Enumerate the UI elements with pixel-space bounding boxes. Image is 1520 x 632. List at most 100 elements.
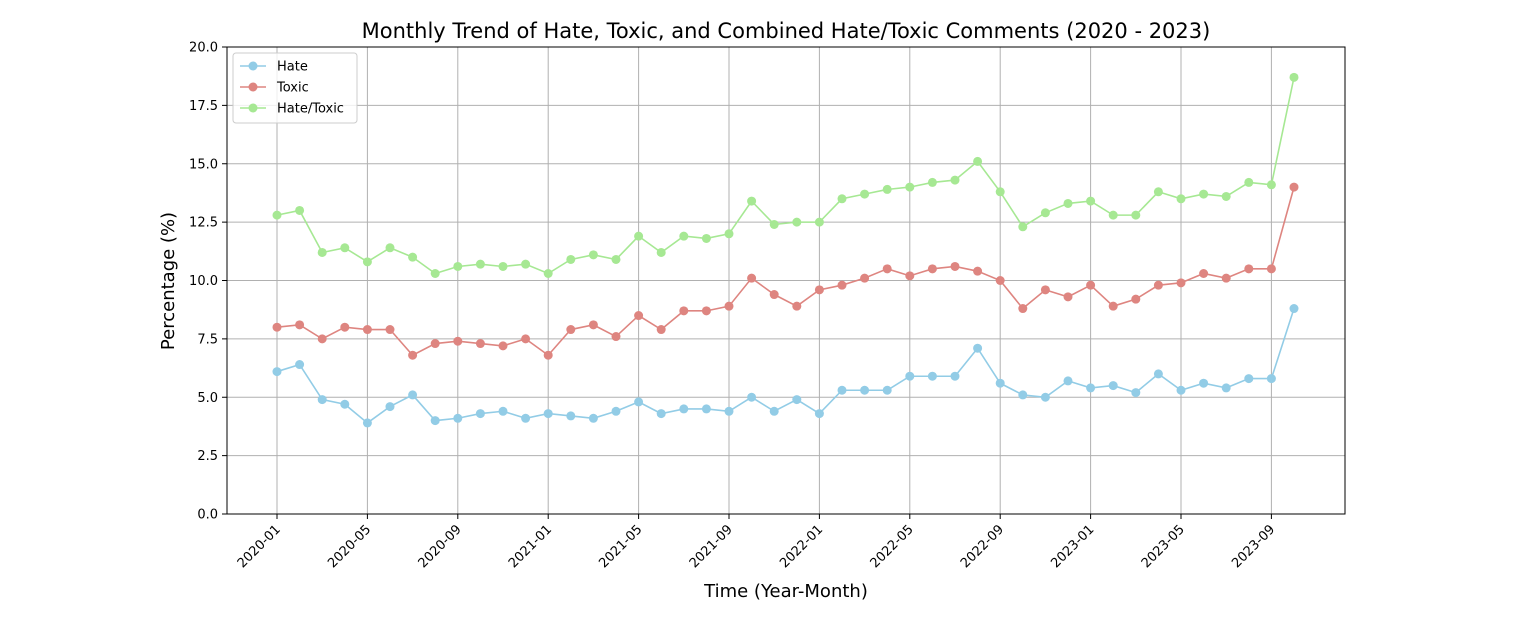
legend-marker-hate xyxy=(248,61,258,71)
data-point-hate xyxy=(340,399,350,409)
y-tick-label: 17.5 xyxy=(189,99,218,114)
data-point-toxic xyxy=(430,339,440,349)
data-point-hate xyxy=(1108,381,1118,391)
x-tick-label: 2022-09 xyxy=(958,522,1007,571)
series-line-toxic xyxy=(276,186,1295,357)
data-point-hate-toxic xyxy=(1289,72,1299,82)
data-point-hate xyxy=(814,409,824,419)
data-point-hate xyxy=(1086,383,1096,393)
y-tick-label: 20.0 xyxy=(189,41,218,56)
data-point-hate-toxic xyxy=(1244,177,1254,187)
data-point-toxic xyxy=(973,266,983,276)
data-point-hate xyxy=(973,343,983,353)
data-point-hate xyxy=(611,406,621,416)
data-point-toxic xyxy=(634,311,644,321)
data-point-toxic xyxy=(362,325,372,335)
data-point-hate-toxic xyxy=(679,231,689,241)
data-point-hate xyxy=(882,385,892,395)
data-point-toxic xyxy=(498,341,508,351)
data-point-hate xyxy=(701,404,711,414)
series-layer xyxy=(272,72,1299,428)
data-point-hate xyxy=(430,416,440,426)
data-point-hate xyxy=(1289,304,1299,314)
y-tick-label: 0.0 xyxy=(197,508,218,523)
data-point-hate xyxy=(995,378,1005,388)
data-point-hate-toxic xyxy=(656,247,666,257)
data-point-toxic xyxy=(792,301,802,311)
data-point-hate-toxic xyxy=(995,187,1005,197)
data-point-hate xyxy=(1221,383,1231,393)
data-point-hate-toxic xyxy=(498,261,508,271)
series-toxic xyxy=(272,182,1299,360)
data-point-hate-toxic xyxy=(588,250,598,260)
x-tick-label: 2023-05 xyxy=(1139,522,1188,571)
y-axis-label: Percentage (%) xyxy=(158,212,179,350)
data-point-hate-toxic xyxy=(747,196,757,206)
data-point-toxic xyxy=(747,273,757,283)
legend-label-hate-toxic: Hate/Toxic xyxy=(277,102,344,117)
data-point-hate xyxy=(588,413,598,423)
data-point-hate xyxy=(860,385,870,395)
data-point-hate xyxy=(747,392,757,402)
y-tick-label: 12.5 xyxy=(189,216,218,231)
data-point-toxic xyxy=(882,264,892,274)
legend-entry-hate-toxic: Hate/Toxic xyxy=(240,102,344,117)
data-point-hate xyxy=(566,411,576,421)
data-point-hate xyxy=(927,371,937,381)
data-point-hate-toxic xyxy=(1063,198,1073,208)
y-tick-label: 7.5 xyxy=(197,332,218,347)
data-point-hate-toxic xyxy=(475,259,485,269)
data-point-toxic xyxy=(1018,304,1028,314)
data-point-toxic xyxy=(905,271,915,281)
data-point-hate-toxic xyxy=(611,254,621,264)
data-point-hate-toxic xyxy=(1086,196,1096,206)
data-point-toxic xyxy=(1086,280,1096,290)
data-point-toxic xyxy=(588,320,598,330)
legend-label-toxic: Toxic xyxy=(276,81,309,96)
data-point-hate xyxy=(498,406,508,416)
x-tick-label: 2020-01 xyxy=(235,522,284,571)
data-point-hate-toxic xyxy=(453,261,463,271)
x-axis-label: Time (Year-Month) xyxy=(703,581,868,602)
data-point-hate-toxic xyxy=(362,257,372,267)
data-point-hate-toxic xyxy=(430,268,440,278)
data-point-toxic xyxy=(724,301,734,311)
data-point-hate-toxic xyxy=(272,210,282,220)
data-point-hate xyxy=(362,418,372,428)
data-point-hate xyxy=(656,409,666,419)
data-point-hate-toxic xyxy=(1040,208,1050,218)
x-tick-label: 2021-09 xyxy=(687,522,736,571)
data-point-hate xyxy=(1199,378,1209,388)
data-point-hate-toxic xyxy=(724,229,734,239)
x-tick-label: 2023-09 xyxy=(1229,522,1278,571)
x-tick-label: 2021-05 xyxy=(596,522,645,571)
data-point-toxic xyxy=(1153,280,1163,290)
data-point-toxic xyxy=(679,306,689,316)
data-point-toxic xyxy=(340,322,350,332)
data-point-toxic xyxy=(1131,294,1141,304)
x-tick-label: 2022-05 xyxy=(868,522,917,571)
data-point-hate-toxic xyxy=(905,182,915,192)
data-point-toxic xyxy=(1244,264,1254,274)
legend-box xyxy=(232,52,358,124)
series-line-hate xyxy=(276,308,1295,424)
x-tick-label: 2020-09 xyxy=(416,522,465,571)
x-tick-label: 2020-05 xyxy=(325,522,374,571)
y-tick-label: 10.0 xyxy=(189,274,218,289)
data-point-hate-toxic xyxy=(860,189,870,199)
data-point-hate xyxy=(1018,390,1028,400)
data-point-hate xyxy=(408,390,418,400)
legend-marker-toxic xyxy=(248,82,258,92)
data-point-toxic xyxy=(769,290,779,300)
data-point-hate-toxic xyxy=(317,247,327,257)
data-point-hate xyxy=(950,371,960,381)
data-point-hate-toxic xyxy=(792,217,802,227)
data-point-hate xyxy=(634,397,644,407)
data-point-hate xyxy=(1131,388,1141,398)
data-point-hate-toxic xyxy=(927,177,937,187)
data-point-hate-toxic xyxy=(408,252,418,262)
data-point-hate xyxy=(1176,385,1186,395)
chart-title: Monthly Trend of Hate, Toxic, and Combin… xyxy=(362,19,1211,43)
data-point-hate-toxic xyxy=(769,219,779,229)
data-point-hate-toxic xyxy=(973,156,983,166)
